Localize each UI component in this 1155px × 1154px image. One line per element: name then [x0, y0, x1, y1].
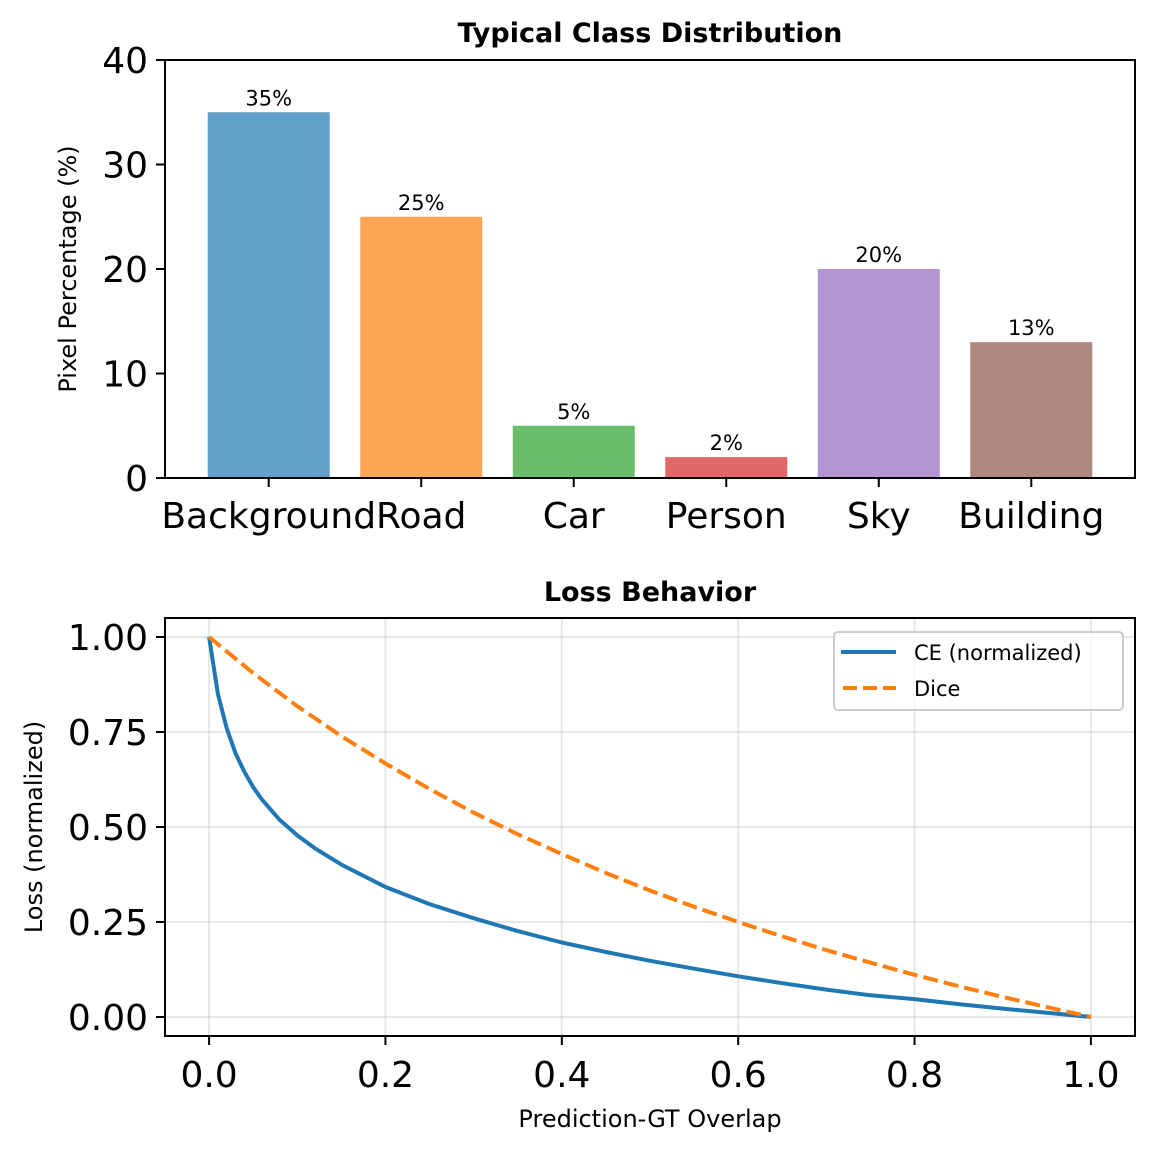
line-y-tick-label: 1.00	[68, 618, 148, 659]
bar-y-tick-label: 0	[125, 459, 148, 500]
line-y-tick-label: 0.50	[68, 808, 148, 849]
legend-label-dice: Dice	[914, 677, 960, 701]
bar-value-label: 2%	[710, 431, 743, 455]
line-x-tick-label: 0.8	[886, 1055, 943, 1096]
bar-y-ticks: 0 10 20 30 40	[102, 41, 165, 500]
bar-road	[360, 216, 483, 478]
bar-person	[665, 457, 788, 478]
bar-car	[512, 425, 635, 478]
line-x-tick-label: 0.0	[180, 1055, 237, 1096]
line-x-tick-label: 0.6	[710, 1055, 767, 1096]
bar-x-tick-label: Car	[543, 496, 605, 537]
bar-value-label: 20%	[855, 243, 902, 267]
line-y-tick-label: 0.25	[68, 903, 148, 944]
bar-y-tick-label: 30	[102, 146, 148, 187]
bar-value-label: 35%	[245, 86, 292, 110]
bar-value-label: 25%	[398, 191, 445, 215]
bar-x-tick-label: Road	[376, 496, 466, 537]
series-dice-line	[207, 635, 1092, 1019]
line-chart-ylabel: Loss (normalized)	[20, 721, 48, 933]
bar-bars: 35% 25% 5% 2% 20% 13%	[207, 86, 1093, 478]
bar-x-tick-label: Person	[666, 496, 787, 537]
bar-y-tick-label: 40	[102, 41, 148, 82]
bar-x-tick-label: Building	[958, 496, 1104, 537]
legend-label-ce: CE (normalized)	[914, 641, 1082, 665]
bar-chart-title: Typical Class Distribution	[458, 18, 843, 49]
bar-x-tick-label: Background	[161, 496, 376, 537]
bar-chart-ylabel: Pixel Percentage (%)	[54, 145, 82, 392]
line-x-tick-label: 0.4	[533, 1055, 590, 1096]
line-x-tick-label: 0.2	[357, 1055, 414, 1096]
bar-background	[207, 112, 330, 478]
bar-x-tick-label: Sky	[847, 496, 911, 537]
series-ce-line	[207, 636, 1092, 1019]
line-chart-xlabel: Prediction-GT Overlap	[518, 1105, 781, 1133]
bar-value-label: 5%	[557, 400, 590, 424]
line-series	[207, 635, 1092, 1019]
legend: CE (normalized) Dice	[833, 631, 1124, 711]
bar-value-label: 13%	[1008, 316, 1055, 340]
line-y-tick-label: 0.75	[68, 713, 148, 754]
line-x-tick-label: 1.0	[1062, 1055, 1119, 1096]
bar-y-tick-label: 20	[102, 250, 148, 291]
line-chart-axes-frame	[164, 617, 1136, 1037]
legend-box	[833, 631, 1124, 711]
bar-x-ticks: Background Road Car Person Sky Building	[161, 478, 1104, 537]
bar-chart: Typical Class Distribution Pixel Percent…	[54, 18, 1136, 537]
bar-chart-axes-frame	[164, 59, 1136, 479]
line-chart-title: Loss Behavior	[544, 577, 757, 608]
line-y-tick-label: 0.00	[68, 998, 148, 1039]
line-chart: Loss Behavior Loss (normalized) Predicti…	[20, 577, 1136, 1133]
bar-sky	[817, 269, 940, 478]
bar-building	[970, 342, 1093, 478]
bar-y-tick-label: 10	[102, 355, 148, 396]
line-ticks: 0.0 0.2 0.4 0.6 0.8 1.0 0.00 0.25 0.50 0.75 1.00	[68, 618, 1120, 1096]
